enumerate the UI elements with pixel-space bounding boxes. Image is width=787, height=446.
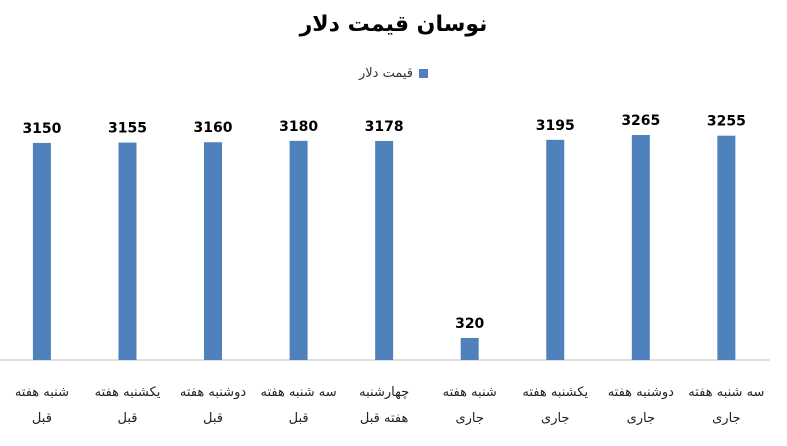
- bar-0: [32, 142, 51, 360]
- x-tick-label-8-0: سه شنبه هفته: [688, 385, 764, 400]
- x-tick-label-1-0: یکشنبه هفته: [95, 385, 161, 400]
- data-label-4: 3178: [365, 119, 404, 135]
- bar-6: [546, 139, 565, 360]
- x-tick-label-6-1: جاری: [541, 411, 569, 426]
- x-tick-label-7-0: دوشنبه هفته: [608, 385, 674, 400]
- bar-7: [631, 135, 650, 360]
- legend-label: قیمت دلار: [358, 66, 414, 81]
- x-tick-label-2-1: قبل: [203, 411, 223, 426]
- x-tick-label-1-1: قبل: [117, 411, 137, 426]
- data-label-0: 3150: [22, 121, 61, 137]
- x-tick-label-8-1: جاری: [712, 411, 740, 426]
- chart-title: نوسان قیمت دلار: [299, 12, 488, 37]
- data-label-5: 320: [455, 316, 484, 332]
- data-label-6: 3195: [536, 118, 575, 134]
- bar-2: [204, 142, 223, 360]
- data-label-8: 3255: [707, 114, 746, 130]
- x-tick-label-0-1: قبل: [32, 411, 52, 426]
- x-tick-label-7-1: جاری: [627, 411, 655, 426]
- bar-5: [460, 337, 479, 360]
- x-tick-label-0-0: شنبه هفته: [15, 385, 69, 400]
- bar-1: [118, 142, 137, 360]
- x-tick-label-4-1: هفته قبل: [360, 411, 409, 426]
- data-label-1: 3155: [108, 121, 147, 137]
- x-tick-label-6-0: یکشنبه هفته: [522, 385, 588, 400]
- x-tick-label-3-1: قبل: [289, 411, 309, 426]
- legend-swatch: [419, 69, 429, 78]
- x-tick-label-5-1: جاری: [455, 411, 483, 426]
- bar-8: [717, 135, 736, 360]
- data-label-7: 3265: [621, 113, 660, 129]
- x-tick-label-4-0: چهارشنبه: [359, 385, 409, 400]
- x-tick-label-3-0: سه شنبه هفته: [261, 385, 337, 400]
- legend: قیمت دلار: [0, 66, 787, 81]
- bar-4: [375, 140, 394, 360]
- bar-3: [289, 140, 308, 360]
- data-label-3: 3180: [279, 119, 318, 135]
- data-label-2: 3160: [194, 120, 233, 136]
- x-tick-label-5-0: شنبه هفته: [443, 385, 497, 400]
- x-tick-label-2-0: دوشنبه هفته: [180, 385, 246, 400]
